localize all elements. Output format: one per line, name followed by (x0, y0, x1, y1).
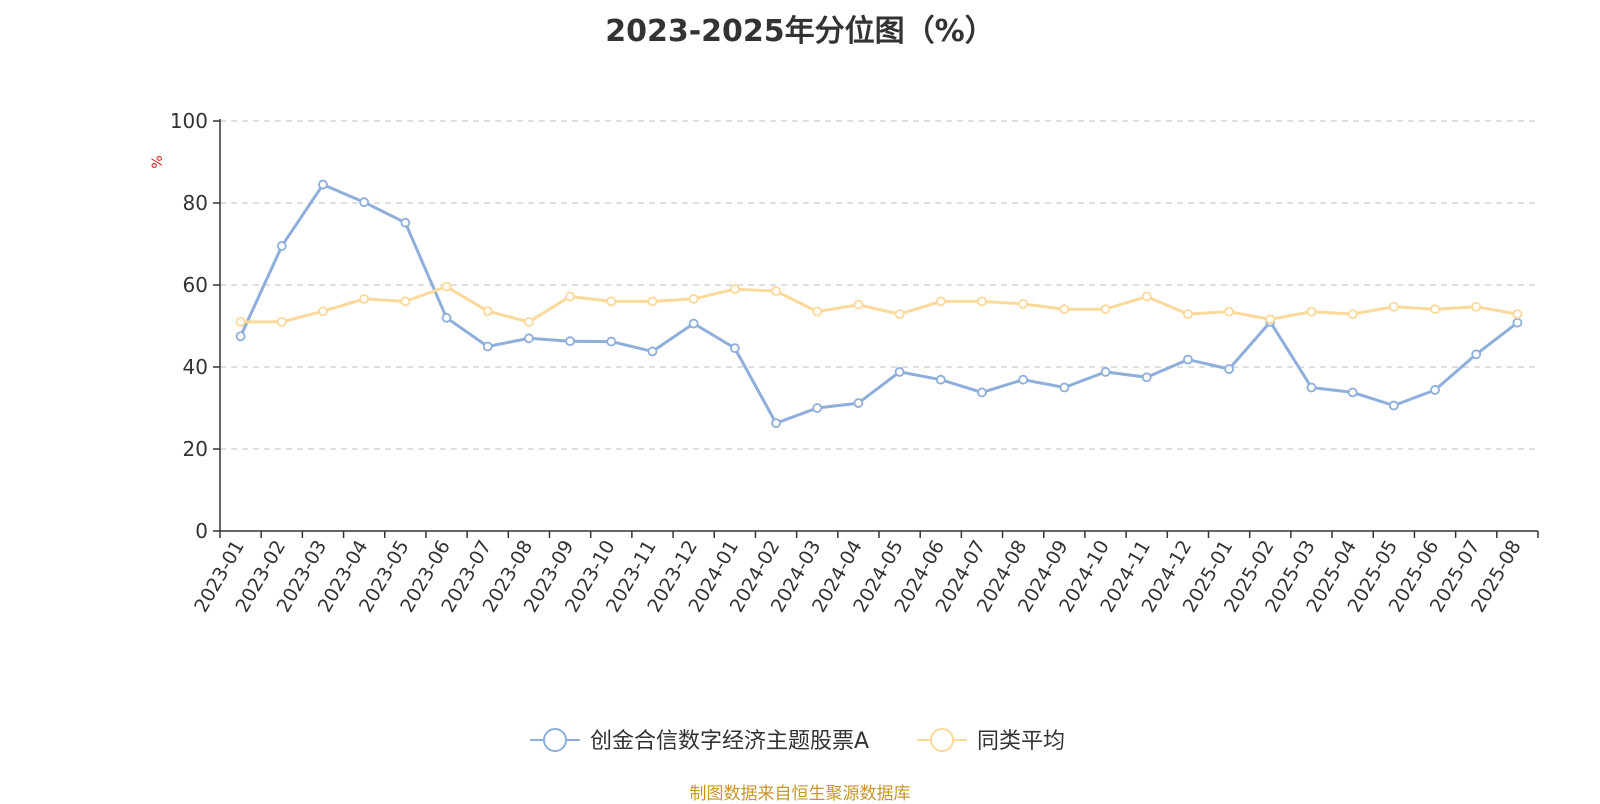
series-1 (235, 179, 1523, 429)
data-point (977, 387, 987, 398)
data-point (441, 312, 452, 323)
data-point (606, 336, 617, 347)
y-tick-label: 100 (170, 109, 208, 133)
data-point (812, 306, 823, 317)
data-point (276, 241, 287, 251)
legend-item: 同类平均 (917, 728, 1065, 754)
data-point (894, 309, 905, 320)
grid-lines (220, 120, 1538, 450)
data-point (565, 336, 575, 347)
data-point (1471, 301, 1482, 312)
data-point (853, 398, 864, 408)
data-point (894, 367, 905, 377)
data-point (359, 197, 370, 208)
data-point (729, 284, 740, 295)
legend-label: 同类平均 (977, 729, 1065, 754)
data-point (1018, 298, 1029, 309)
data-point (1306, 382, 1317, 393)
data-point (1347, 309, 1358, 320)
data-point (1059, 304, 1070, 315)
legend: 创金合信数字经济主题股票A 同类平均 (530, 728, 1065, 754)
data-point (276, 316, 287, 327)
data-point (853, 299, 864, 310)
chart-title: 2023-2025年分位图（%） (605, 14, 995, 49)
data-point (441, 281, 452, 292)
y-axis-ticks: 0 20 40 60 80 100 (170, 109, 220, 543)
x-axis-ticks: 2023-012023-022023-032023-042023-052023-… (190, 531, 1539, 616)
data-point (524, 333, 534, 344)
data-point (1265, 314, 1276, 325)
data-point (1100, 304, 1111, 315)
data-point (771, 418, 781, 429)
data-point (1430, 304, 1440, 315)
data-point (1183, 354, 1193, 365)
series-lines (235, 179, 1523, 429)
data-point (1100, 367, 1111, 377)
series-line (239, 183, 1519, 425)
data-point (1430, 385, 1440, 395)
data-point (482, 341, 493, 352)
series-line (240, 285, 1518, 324)
data-point (524, 316, 534, 327)
data-point (235, 331, 246, 342)
data-point (1388, 400, 1399, 411)
data-point (935, 296, 946, 307)
data-point (400, 296, 411, 307)
data-point (935, 374, 946, 385)
data-point (647, 346, 658, 357)
y-tick-label: 60 (183, 273, 208, 297)
data-point (977, 296, 987, 307)
data-point (1141, 372, 1152, 383)
data-point (359, 294, 370, 304)
data-point (482, 306, 493, 317)
data-point (1224, 306, 1234, 317)
legend-marker-icon (930, 728, 954, 752)
data-point (1183, 309, 1193, 320)
data-point (1141, 291, 1152, 302)
data-point (400, 217, 411, 228)
data-point (1512, 309, 1523, 320)
data-point (1347, 387, 1358, 398)
y-tick-label: 40 (183, 355, 208, 379)
data-point (1471, 349, 1482, 360)
legend-marker-icon (543, 728, 567, 752)
data-point (1512, 317, 1523, 328)
data-point (688, 294, 699, 304)
y-axis-unit-label: % (150, 155, 166, 168)
y-tick-label: 80 (183, 191, 208, 215)
data-point (647, 296, 658, 307)
y-tick-label: 0 (195, 519, 208, 543)
data-point (318, 179, 328, 190)
data-point (688, 318, 699, 329)
data-point (812, 403, 823, 413)
data-source-note: 制图数据来自恒生聚源数据库 (689, 784, 911, 804)
data-point (1224, 364, 1234, 374)
data-point (606, 296, 617, 307)
data-point (565, 291, 575, 302)
data-point (318, 306, 328, 317)
data-point (1306, 306, 1317, 317)
data-point (729, 343, 740, 354)
data-point (1059, 382, 1070, 393)
data-point (771, 286, 781, 297)
legend-label: 创金合信数字经济主题股票A (590, 729, 869, 754)
legend-item: 创金合信数字经济主题股票A (530, 728, 869, 754)
series-2 (235, 281, 1523, 327)
y-tick-label: 20 (183, 437, 208, 461)
data-point (1018, 374, 1029, 385)
data-point (235, 316, 246, 327)
axes (219, 119, 1538, 532)
data-point (1388, 301, 1399, 312)
